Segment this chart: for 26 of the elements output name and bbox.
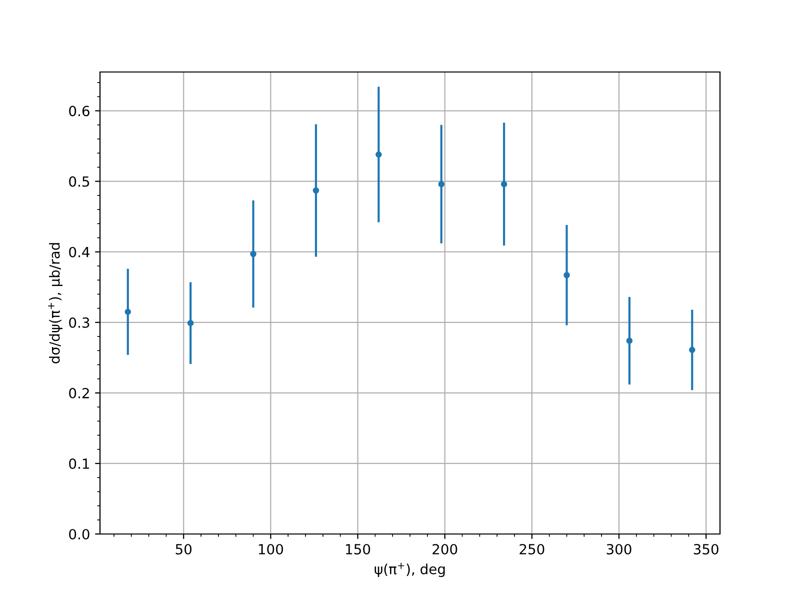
y-tick-label: 0.3	[69, 317, 90, 328]
point	[689, 346, 696, 354]
x-tick-label: 50	[176, 544, 192, 554]
y-axis-title: dσ/dψ(π$^{+}$), μb/rad	[48, 243, 62, 364]
y-tick-label: 0.6	[69, 106, 90, 116]
x-tick-label: 200	[432, 544, 458, 554]
x-tick-label: 100	[258, 544, 284, 554]
x-tick-label: 350	[694, 544, 718, 554]
y-tick-label: 0.5	[69, 176, 90, 187]
y-tick-label: 0.1	[69, 458, 89, 469]
y-tick-label: 0.2	[69, 388, 89, 398]
x-tick-label: 300	[606, 544, 632, 554]
point	[500, 181, 508, 188]
point	[187, 320, 194, 326]
point	[250, 250, 256, 258]
point	[376, 151, 382, 158]
point	[312, 187, 320, 194]
x-tick-label: 250	[520, 544, 544, 554]
x-tick-label: 150	[346, 544, 370, 554]
point	[626, 338, 633, 344]
point	[124, 308, 131, 315]
point	[564, 272, 570, 278]
y-tick-label: 0.4	[69, 246, 90, 258]
y-tick-label: 0.0	[69, 528, 90, 540]
x-axis-title: ψ(π$^{+}$), deg	[374, 562, 445, 578]
point	[438, 181, 444, 188]
